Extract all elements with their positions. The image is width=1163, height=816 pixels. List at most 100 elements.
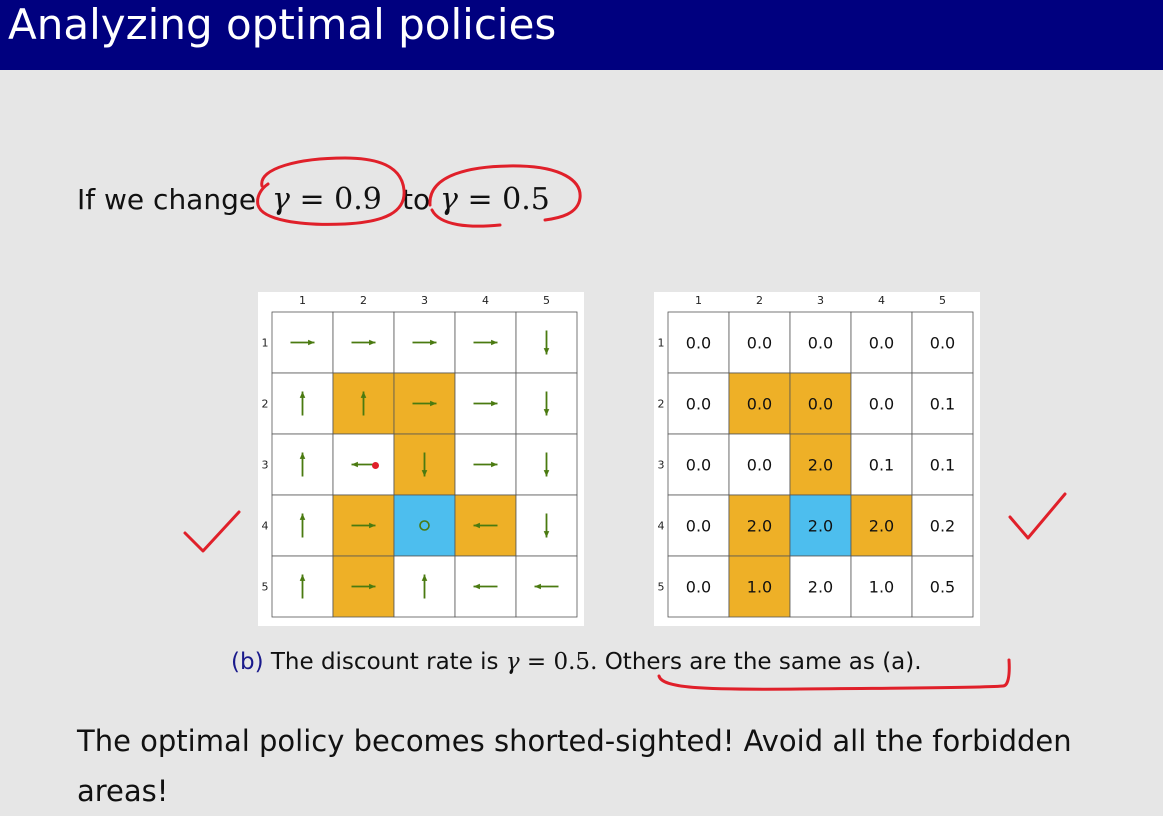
arrow-up-icon bbox=[299, 513, 306, 538]
policy-col-label: 3 bbox=[421, 294, 428, 307]
arrow-head bbox=[351, 461, 358, 468]
arrow-head bbox=[543, 409, 550, 416]
policy-col-label: 2 bbox=[360, 294, 367, 307]
arrow-head bbox=[369, 339, 376, 346]
policy-row-label: 4 bbox=[262, 520, 269, 533]
value-cell-5-5 bbox=[911, 555, 974, 618]
arrow-head bbox=[369, 522, 376, 529]
arrow-right-icon bbox=[290, 339, 315, 346]
gamma-from-value: = 0.9 bbox=[299, 182, 382, 217]
value-cell-1-1 bbox=[667, 311, 730, 374]
arrow-left-icon bbox=[351, 461, 376, 468]
value-col-label: 5 bbox=[939, 294, 946, 307]
gamma-to-expression: γ = 0.5 bbox=[440, 180, 550, 220]
value-col-label: 4 bbox=[878, 294, 885, 307]
gamma-symbol-from: γ bbox=[272, 182, 290, 217]
arrow-head bbox=[491, 339, 498, 346]
state-value-5-3: 2.0 bbox=[808, 578, 833, 597]
gamma-to-value: = 0.5 bbox=[467, 182, 550, 217]
arrow-down-icon bbox=[543, 513, 550, 538]
policy-row-label: 5 bbox=[262, 581, 269, 594]
state-value-1-2: 0.0 bbox=[747, 334, 772, 353]
arrow-head bbox=[299, 574, 306, 581]
arrow-right-icon bbox=[351, 583, 376, 590]
state-value-4-5: 0.2 bbox=[930, 517, 955, 536]
caption-gamma-symbol: γ bbox=[505, 649, 520, 675]
state-value-3-4: 0.1 bbox=[869, 456, 894, 475]
arrow-right-icon bbox=[473, 339, 498, 346]
caption-text-before: The discount rate is bbox=[270, 649, 499, 675]
ink-dot bbox=[372, 462, 379, 469]
intro-prefix: If we change bbox=[77, 183, 257, 216]
arrow-left-icon bbox=[473, 522, 498, 529]
arrow-head bbox=[543, 348, 550, 355]
state-value-1-4: 0.0 bbox=[869, 334, 894, 353]
value-cell-1-5 bbox=[911, 311, 974, 374]
policy-row-label: 1 bbox=[262, 337, 269, 350]
value-col-label: 1 bbox=[695, 294, 702, 307]
state-value-grid-svg: 1 2 3 4 5 1 2 3 4 5 0.0 0.0 0.0 0.0 0.0 0.0 0.0 0.0 0.0 0.1… bbox=[658, 294, 974, 618]
value-row-label: 1 bbox=[658, 337, 665, 350]
arrow-right-icon bbox=[412, 400, 437, 407]
arrow-down-icon bbox=[543, 391, 550, 416]
caption-text-after: Others are the same as (a). bbox=[604, 649, 922, 675]
body-text: The optimal policy becomes shorted-sight… bbox=[77, 724, 1072, 808]
title-bar: Analyzing optimal policies bbox=[0, 0, 1163, 70]
state-value-1-3: 0.0 bbox=[808, 334, 833, 353]
state-value-4-1: 0.0 bbox=[686, 517, 711, 536]
state-value-3-1: 0.0 bbox=[686, 456, 711, 475]
caption-label: (b) bbox=[231, 649, 264, 675]
state-value-3-2: 0.0 bbox=[747, 456, 772, 475]
gamma-from-expression: γ = 0.9 bbox=[272, 180, 382, 220]
value-cell-1-2 bbox=[728, 311, 791, 374]
value-col-label: 3 bbox=[817, 294, 824, 307]
arrow-head bbox=[491, 400, 498, 407]
state-value-2-4: 0.0 bbox=[869, 395, 894, 414]
state-value-2-5: 0.1 bbox=[930, 395, 955, 414]
state-value-4-3: 2.0 bbox=[808, 517, 833, 536]
arrow-up-icon bbox=[299, 391, 306, 416]
figure-caption: (b) The discount rate is γ = 0.5. Others… bbox=[231, 645, 922, 679]
arrow-down-icon bbox=[421, 452, 428, 477]
policy-col-label: 1 bbox=[299, 294, 306, 307]
state-value-1-5: 0.0 bbox=[930, 334, 955, 353]
policy-cell-5-3 bbox=[393, 555, 456, 618]
value-cell-3-5 bbox=[911, 433, 974, 496]
arrow-head bbox=[473, 522, 480, 529]
policy-cell-3-4 bbox=[454, 433, 517, 496]
value-cell-3-1 bbox=[667, 433, 730, 496]
ink-check-left bbox=[183, 510, 241, 553]
caption-gamma: γ = 0.5. bbox=[506, 649, 598, 675]
arrow-right-icon bbox=[473, 400, 498, 407]
value-cell-2-4 bbox=[850, 372, 913, 435]
arrow-right-icon bbox=[412, 339, 437, 346]
policy-grid-svg: 1 2 3 4 5 1 2 3 4 5 bbox=[262, 294, 578, 618]
arrow-left-icon bbox=[473, 583, 498, 590]
arrow-up-icon bbox=[299, 452, 306, 477]
ink-check-right bbox=[1008, 492, 1067, 540]
arrow-head bbox=[430, 400, 437, 407]
value-cell-1-3 bbox=[789, 311, 852, 374]
value-cell-5-1 bbox=[667, 555, 730, 618]
arrow-down-icon bbox=[543, 452, 550, 477]
value-cell-4-2 bbox=[728, 494, 791, 557]
state-value-4-4: 2.0 bbox=[869, 517, 894, 536]
state-value-5-4: 1.0 bbox=[869, 578, 894, 597]
state-value-2-1: 0.0 bbox=[686, 395, 711, 414]
policy-row-label: 3 bbox=[262, 459, 269, 472]
value-cell-2-5 bbox=[911, 372, 974, 435]
arrow-up-icon bbox=[360, 391, 367, 416]
state-value-1-1: 0.0 bbox=[686, 334, 711, 353]
value-row-label: 5 bbox=[658, 581, 665, 594]
state-value-5-1: 0.0 bbox=[686, 578, 711, 597]
arrow-head bbox=[543, 531, 550, 538]
value-cell-5-3 bbox=[789, 555, 852, 618]
policy-cell-3-5 bbox=[515, 433, 578, 496]
value-cell-4-1 bbox=[667, 494, 730, 557]
caption-gamma-value: = 0.5. bbox=[526, 649, 598, 675]
arrow-right-icon bbox=[351, 522, 376, 529]
value-row-label: 2 bbox=[658, 398, 665, 411]
value-row-label: 4 bbox=[658, 520, 665, 533]
value-cell-2-3 bbox=[789, 372, 852, 435]
value-cell-5-4 bbox=[850, 555, 913, 618]
